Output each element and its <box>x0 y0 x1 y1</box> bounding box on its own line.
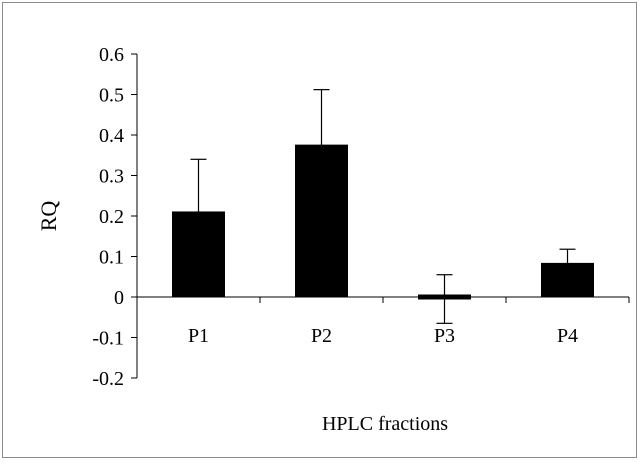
x-axis-labels: P1 P2 P3 P4 <box>188 325 578 347</box>
bar-P2 <box>295 144 348 298</box>
x-tick-label: P3 <box>434 325 455 347</box>
y-tick-label: -0.1 <box>92 328 124 350</box>
x-tick-label: P4 <box>557 325 578 347</box>
x-tick-label: P2 <box>311 325 332 347</box>
y-axis-label: RQ <box>36 201 61 232</box>
x-tick-label: P1 <box>188 325 209 347</box>
error-bars <box>190 89 576 324</box>
y-tick-label: 0.5 <box>99 85 124 107</box>
y-tick-label: 0.6 <box>99 44 124 66</box>
y-tick-label: 0 <box>114 287 124 309</box>
y-tick-label: -0.2 <box>92 368 124 390</box>
bar-P4 <box>541 262 594 298</box>
x-axis-label: HPLC fractions <box>322 413 448 435</box>
bars <box>172 144 594 300</box>
y-tick-label: 0.4 <box>99 125 124 147</box>
y-tick-label: 0.1 <box>99 247 124 269</box>
y-axis-ticks: -0.2 -0.1 0 0.1 0.2 0.3 0.4 0.5 0.6 <box>92 44 630 390</box>
y-tick-label: 0.2 <box>99 206 124 228</box>
bar-P1 <box>172 211 225 298</box>
y-tick-label: 0.3 <box>99 166 124 188</box>
